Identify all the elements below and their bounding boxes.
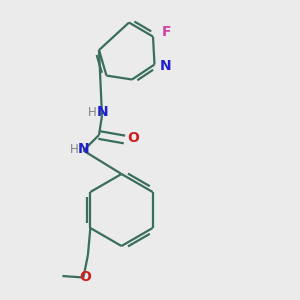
Text: O: O — [128, 131, 140, 145]
Text: N: N — [97, 106, 108, 119]
Text: H: H — [88, 106, 97, 119]
Text: H: H — [69, 142, 78, 156]
Text: N: N — [160, 59, 172, 73]
Text: N: N — [78, 142, 90, 156]
Text: F: F — [162, 25, 171, 39]
Text: O: O — [79, 270, 91, 284]
